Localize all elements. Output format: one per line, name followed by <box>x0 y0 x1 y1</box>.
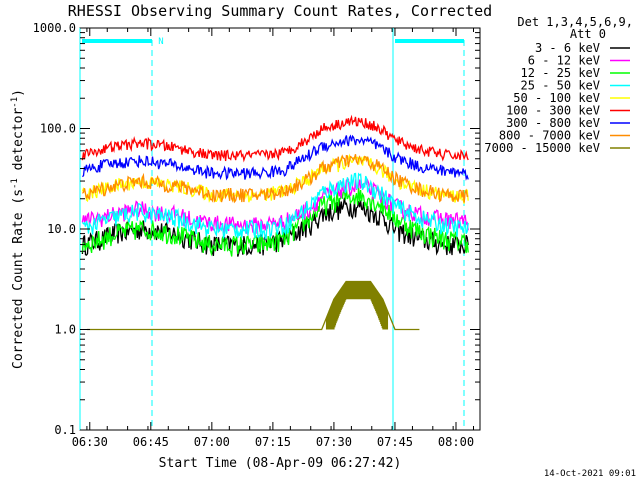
y-tick-label-4: 0.1 <box>54 423 76 437</box>
legend-label-3: 25 - 50 keV <box>521 79 600 93</box>
legend-label-5: 100 - 300 keV <box>506 104 600 118</box>
legend-label-1: 6 - 12 keV <box>528 54 600 68</box>
x-tick-label-2: 07:00 <box>194 435 230 449</box>
x-axis-label: Start Time (08-Apr-09 06:27:42) <box>159 456 402 471</box>
legend-label-7: 800 - 7000 keV <box>499 129 600 143</box>
x-tick-label-4: 07:30 <box>316 435 352 449</box>
series-line-5 <box>81 114 469 163</box>
legend-header-line-1: Det 1,3,4,5,6,9, <box>517 15 633 29</box>
y-tick-label-1: 100.0 <box>40 122 76 136</box>
x-tick-label-3: 07:15 <box>255 435 291 449</box>
series-line-7 <box>81 154 469 204</box>
legend-header-line-2: Att 0 <box>570 27 606 41</box>
series-line-1 <box>81 178 469 234</box>
flag-label-n: N <box>158 37 163 47</box>
chart-title: RHESSI Observing Summary Count Rates, Co… <box>68 2 492 20</box>
y-axis-label: Corrected Count Rate (s-1 detector-1) <box>10 89 26 369</box>
night-flag-bar-right <box>395 39 464 43</box>
night-flag-bar-left <box>82 39 152 43</box>
x-tick-label-5: 07:45 <box>377 435 413 449</box>
legend-label-0: 3 - 6 keV <box>535 41 600 55</box>
series-flare-band-8 <box>325 281 389 330</box>
series-line-6 <box>81 134 469 181</box>
legend-label-4: 50 - 100 keV <box>513 91 600 105</box>
legend-label-8: 7000 - 15000 keV <box>484 141 600 155</box>
x-tick-label-6: 08:00 <box>438 435 474 449</box>
x-tick-label-0: 06:30 <box>72 435 108 449</box>
footer-date: 14-Oct-2021 09:01 <box>544 469 636 479</box>
series-line-3 <box>81 172 469 240</box>
y-tick-label-0: 1000.0 <box>33 21 76 35</box>
legend-label-6: 300 - 800 keV <box>506 116 600 130</box>
y-tick-label-3: 1.0 <box>54 323 76 337</box>
x-tick-label-1: 06:45 <box>133 435 169 449</box>
y-tick-label-2: 10.0 <box>47 222 76 236</box>
legend-label-2: 12 - 25 keV <box>521 66 600 80</box>
